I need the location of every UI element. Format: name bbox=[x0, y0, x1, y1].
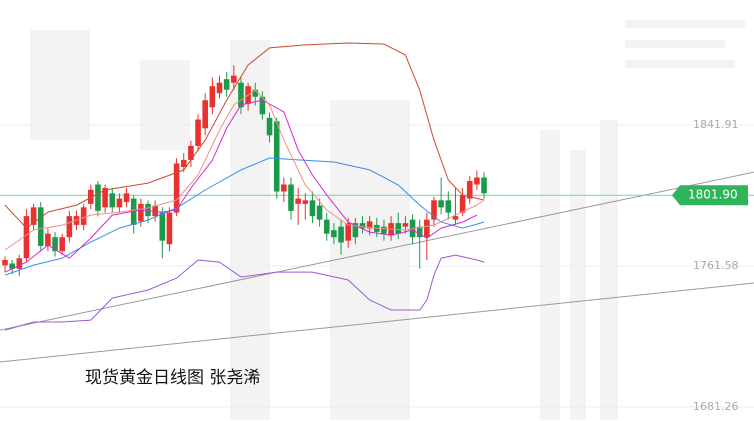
candle-body bbox=[209, 86, 216, 108]
candle-body bbox=[231, 75, 237, 83]
candle-body bbox=[195, 119, 201, 146]
candle-body bbox=[138, 203, 144, 222]
trend-line bbox=[0, 282, 754, 363]
candle-body bbox=[466, 181, 473, 199]
candle-body bbox=[295, 198, 301, 204]
candle-body bbox=[323, 219, 330, 234]
candle-body bbox=[302, 200, 309, 204]
y-tick-label: 1841.91 bbox=[693, 118, 739, 131]
candle-body bbox=[359, 223, 366, 229]
candle-body bbox=[95, 184, 101, 211]
candle-body bbox=[9, 263, 15, 269]
candle-body bbox=[281, 184, 287, 192]
trend-line bbox=[0, 171, 754, 331]
candle-body bbox=[80, 207, 87, 225]
candle-body bbox=[259, 96, 266, 115]
candle-body bbox=[481, 177, 487, 194]
candle-body bbox=[345, 223, 351, 241]
candle-body bbox=[252, 89, 259, 97]
candle-body bbox=[2, 260, 8, 266]
candle-body bbox=[102, 188, 108, 208]
candle-body bbox=[16, 258, 23, 269]
candle-body bbox=[431, 200, 437, 220]
candle-body bbox=[474, 177, 480, 185]
candle-body bbox=[37, 207, 44, 246]
candle-body bbox=[30, 207, 37, 225]
candle-body bbox=[188, 145, 194, 160]
candle-body bbox=[416, 226, 423, 238]
candle-body bbox=[238, 82, 244, 108]
candle-body bbox=[159, 212, 166, 241]
indicator-line bbox=[4, 254, 485, 331]
y-tick-label: 1761.58 bbox=[693, 259, 739, 272]
candle-body bbox=[338, 226, 344, 243]
candle-body bbox=[123, 193, 130, 203]
candle-body bbox=[452, 216, 459, 220]
indicator-line bbox=[4, 89, 485, 251]
candle-body bbox=[331, 230, 337, 238]
indicator-line bbox=[4, 42, 485, 229]
candle-body bbox=[180, 159, 187, 167]
candle-body bbox=[402, 223, 409, 227]
y-tick-label: 1681.26 bbox=[693, 400, 739, 413]
candle-body bbox=[352, 223, 359, 238]
candle-body bbox=[45, 233, 51, 246]
candle-body bbox=[266, 117, 273, 136]
candle-body bbox=[445, 200, 452, 213]
candle-body bbox=[152, 205, 158, 217]
candle-body bbox=[216, 82, 223, 94]
candle-body bbox=[459, 195, 466, 213]
candle-body bbox=[395, 223, 402, 234]
candle-body bbox=[438, 200, 444, 208]
candle-body bbox=[309, 200, 316, 217]
candle-body bbox=[316, 205, 323, 220]
watermark bbox=[30, 20, 745, 420]
price-tag bbox=[672, 185, 748, 206]
candle-body bbox=[59, 237, 65, 252]
candle-body bbox=[109, 193, 116, 208]
candle-body bbox=[273, 121, 280, 192]
indicator-line bbox=[4, 157, 485, 276]
candle-body bbox=[424, 219, 430, 238]
last-price-label: 1801.90 bbox=[688, 188, 738, 202]
candle-body bbox=[145, 203, 151, 217]
candle-body bbox=[66, 216, 73, 238]
candle-body bbox=[116, 198, 123, 208]
candle-body bbox=[366, 221, 373, 229]
candle-body bbox=[173, 163, 180, 213]
candle-body bbox=[52, 237, 58, 252]
indicator-line bbox=[4, 99, 478, 273]
candle-body bbox=[223, 79, 230, 90]
candle-body bbox=[88, 189, 94, 204]
chart-title: 现货黄金日线图 张尧浠 bbox=[85, 368, 260, 388]
candle-body bbox=[166, 212, 173, 245]
candle-body bbox=[23, 216, 30, 259]
candle-body bbox=[288, 184, 294, 211]
candle-body bbox=[381, 226, 387, 234]
candle-body bbox=[202, 100, 208, 129]
